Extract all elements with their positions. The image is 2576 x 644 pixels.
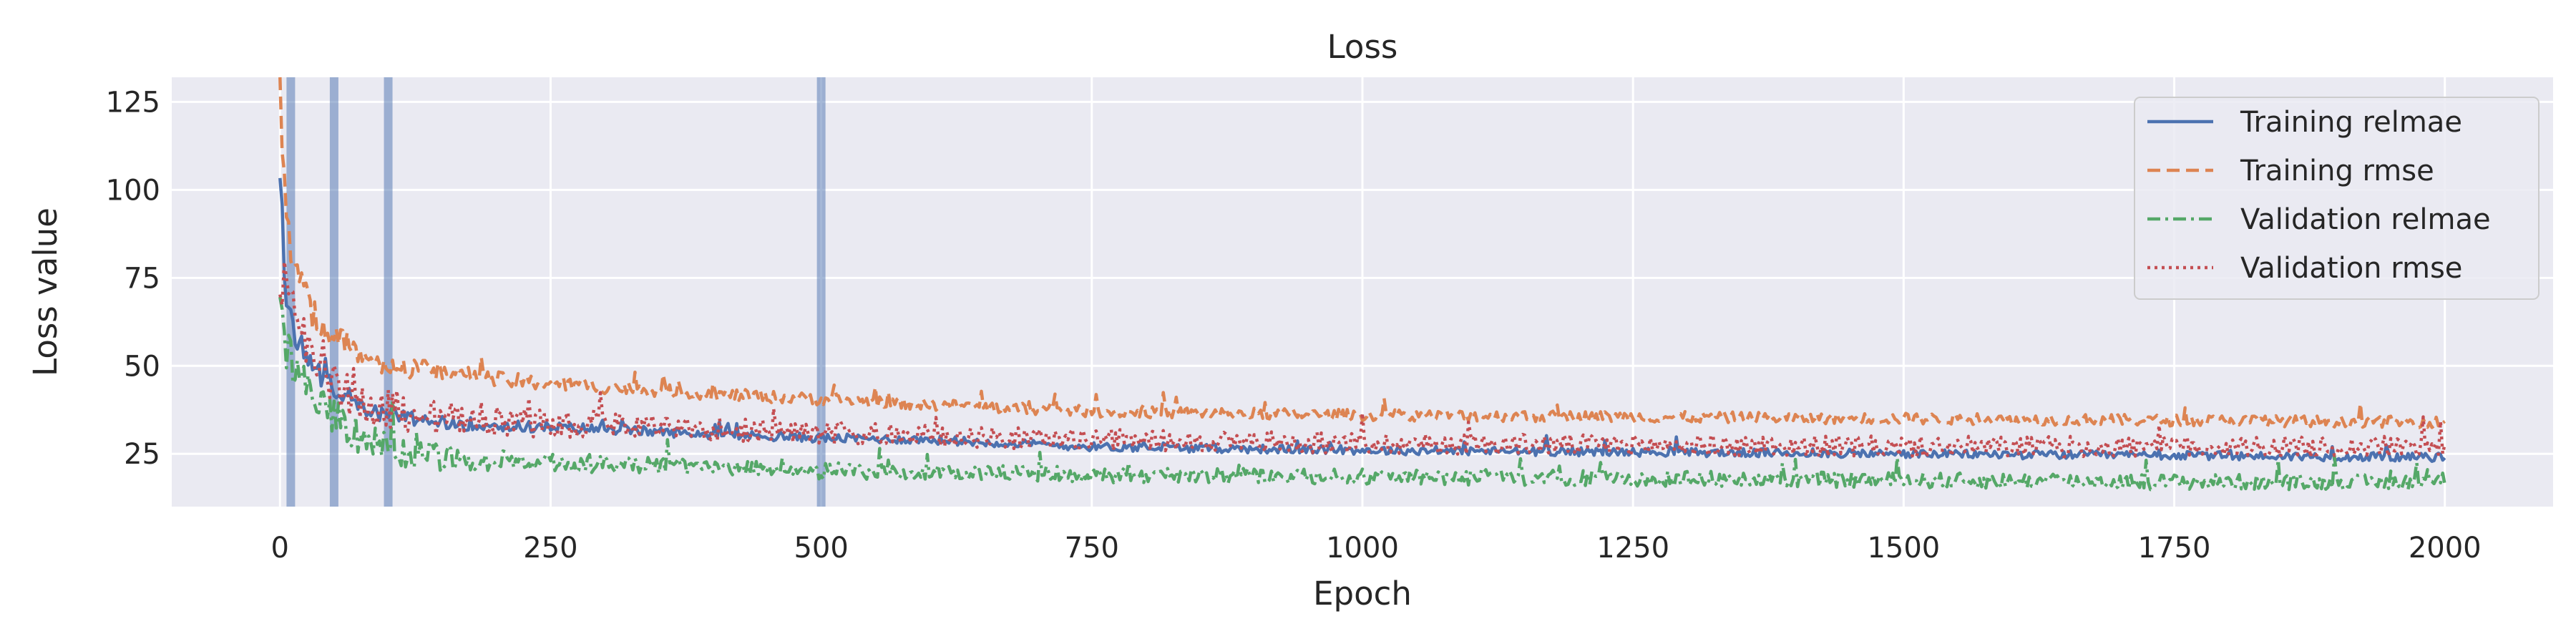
legend-label: Validation rmse <box>2240 252 2462 285</box>
x-tick-label: 750 <box>1065 532 1119 565</box>
legend-label: Training relmae <box>2240 106 2462 139</box>
series-line <box>278 260 2446 459</box>
y-tick-label: 25 <box>124 438 160 471</box>
series-line <box>278 296 2446 492</box>
x-tick-label: 1250 <box>1596 532 1669 565</box>
x-tick-labels: 0 250 500 750 1000 1250 1500 1750 2000 <box>271 532 2482 565</box>
y-tick-label: 75 <box>124 262 160 295</box>
legend-label: Validation relmae <box>2240 203 2491 236</box>
x-tick-label: 1000 <box>1326 532 1399 565</box>
legend-label: Training rmse <box>2240 155 2434 187</box>
series-line <box>278 77 2446 429</box>
chart-title: Loss <box>1327 28 1398 66</box>
x-tick-label: 0 <box>271 532 289 565</box>
legend: Training relmae Training rmse Validation r… <box>2134 97 2540 300</box>
x-tick-label: 250 <box>523 532 577 565</box>
legend-box <box>2134 97 2540 300</box>
y-tick-label: 125 <box>106 86 160 119</box>
x-axis-label: Epoch <box>1313 575 1412 613</box>
x-tick-label: 500 <box>794 532 848 565</box>
series-lines <box>278 77 2446 492</box>
x-tick-label: 1500 <box>1867 532 1940 565</box>
x-tick-label: 1750 <box>2138 532 2211 565</box>
y-tick-label: 100 <box>106 174 160 207</box>
y-tick-label: 50 <box>124 350 160 383</box>
x-tick-label: 2000 <box>2409 532 2482 565</box>
y-tick-labels: 25 50 75 100 125 <box>106 86 160 471</box>
y-axis-label: Loss value <box>26 208 64 376</box>
